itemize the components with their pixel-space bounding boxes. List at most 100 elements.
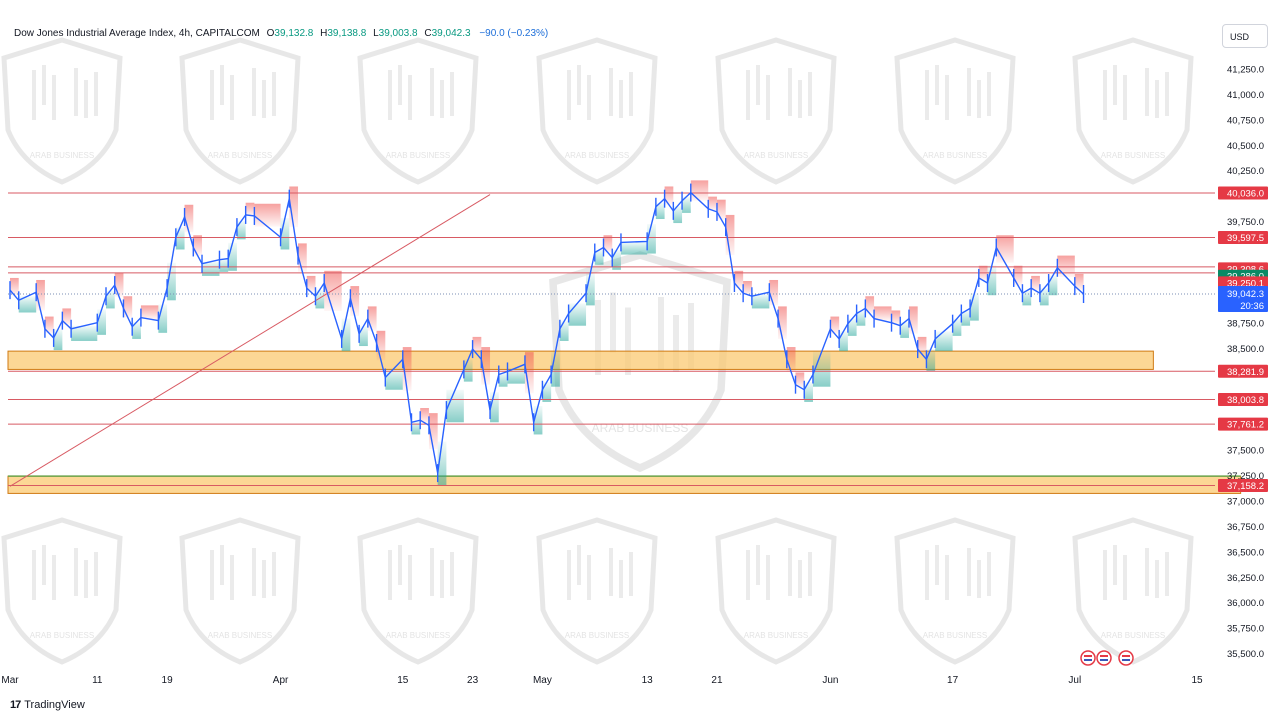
downtrend-band (664, 186, 674, 205)
high-value: 39,138.8 (327, 28, 367, 39)
downtrend-band (603, 235, 613, 253)
uptrend-band (202, 261, 220, 276)
downtrend-band (778, 306, 787, 339)
downtrend-band (743, 280, 752, 295)
last-price-tag (1218, 285, 1268, 312)
candles-glyph (32, 545, 98, 600)
shield-outline (179, 37, 301, 185)
currency-button[interactable]: USD (1222, 24, 1268, 48)
downtrend-band (725, 214, 735, 256)
time-tick-label: 17 (947, 675, 959, 686)
time-tick-label: 23 (467, 675, 479, 686)
uptrend-band (612, 249, 621, 270)
downtrend-band (193, 235, 203, 256)
shield-outline (1, 37, 123, 185)
uptrend-band (935, 331, 953, 352)
uptrend-band (533, 406, 543, 435)
supply-demand-zone (7, 350, 1154, 370)
candles-glyph (1103, 545, 1169, 600)
price-levels-layer (8, 192, 1215, 486)
event-flags[interactable] (1080, 650, 1134, 666)
uptrend-band (507, 367, 525, 384)
downtrend-band (996, 235, 1014, 263)
uptrend-band (71, 325, 98, 341)
shield-outline (536, 37, 658, 185)
level-price-label: 39,250.1 (1227, 278, 1264, 289)
uptrend-band (219, 259, 229, 272)
watermark-text: ARAB BUSINESS (30, 631, 94, 640)
price-axis[interactable]: 41,250.0 41,000.0 40,750.0 40,500.0 40,250.0… (1218, 65, 1268, 660)
uptrend-band (586, 272, 595, 306)
high-label: H (320, 28, 328, 39)
downtrend-band (376, 330, 386, 361)
uptrend-band (673, 205, 683, 224)
level-price-tag (1218, 364, 1268, 378)
time-axis[interactable]: Mar 11 19 Apr 15 23 May 13 21 Jun 17 Jul 15 (1, 675, 1203, 686)
downtrend-band (734, 270, 744, 289)
candles-glyph (210, 65, 276, 120)
uptrend-band (359, 326, 368, 347)
uptrend-band (498, 372, 508, 387)
downtrend-band (769, 279, 779, 306)
shield-outline (1072, 37, 1194, 185)
level-price-label: 37,158.2 (1227, 481, 1264, 492)
brand-text: TradingView (24, 699, 85, 711)
price-tick-label: 38,500.0 (1227, 344, 1264, 355)
uptrend-band (900, 322, 909, 338)
zones-layer (7, 350, 1242, 494)
shield-outline (179, 517, 301, 665)
price-tick-label: 38,750.0 (1227, 319, 1264, 330)
downtrend-band (140, 305, 159, 320)
time-tick-label: 15 (1191, 675, 1203, 686)
shield-outline (357, 37, 479, 185)
flag-stripe (1100, 655, 1108, 657)
level-price-label: 40,036.0 (1227, 188, 1264, 199)
price-tick-label: 37,250.0 (1227, 471, 1264, 482)
price-line (9, 191, 1084, 474)
price-tick-label: 36,000.0 (1227, 598, 1264, 609)
level-price-tag (1218, 478, 1268, 492)
price-tick-label: 37,500.0 (1227, 446, 1264, 457)
downtrend-band (690, 180, 709, 201)
uptrend-band (411, 421, 421, 435)
candles-glyph (388, 65, 454, 120)
low-label: L (373, 28, 379, 39)
uptrend-band (167, 262, 176, 301)
us-flag-event-icon (1096, 650, 1112, 666)
trend-bands-layer (10, 180, 1084, 486)
candles-glyph (925, 545, 991, 600)
level-price-label: 38,281.9 (1227, 367, 1264, 378)
uptrend-band (812, 351, 831, 387)
flag-stripe (1084, 659, 1092, 661)
price-series-layer (9, 183, 1085, 483)
watermark-shield-icon: ARAB BUSINESS (1072, 517, 1194, 665)
shield-outline (894, 37, 1016, 185)
level-price-tag (1218, 186, 1268, 200)
flag-stripe (1084, 655, 1092, 657)
trendline (9, 194, 491, 487)
us-flag-event-icon (1118, 650, 1134, 666)
watermark-text: ARAB BUSINESS (208, 631, 272, 640)
shield-outline (357, 517, 479, 665)
watermark-text: ARAB BUSINESS (923, 151, 987, 160)
uptrend-band (1039, 288, 1049, 306)
flag-stripe (1122, 655, 1130, 657)
watermark-text: ARAB BUSINESS (592, 421, 689, 435)
watermark-text: ARAB BUSINESS (30, 151, 94, 160)
uptrend-band (961, 310, 971, 326)
uptrend-band (18, 296, 37, 313)
watermark-shield-icon: ARAB BUSINESS (536, 37, 658, 185)
watermark-shield-icon: ARAB BUSINESS (715, 37, 837, 185)
downtrend-band (1013, 265, 1023, 286)
level-price-tag (1218, 417, 1268, 431)
price-tick-label: 35,750.0 (1227, 624, 1264, 635)
uptrend-band (341, 318, 351, 352)
level-price-tag (1218, 231, 1268, 245)
open-label: O (266, 28, 275, 39)
flag-stripe (1122, 659, 1130, 661)
tradingview-brand[interactable]: 17 TradingView (10, 699, 85, 711)
watermark-shield-icon: ARAB BUSINESS (357, 37, 479, 185)
open-value: 39,132.8 (274, 28, 314, 39)
uptrend-band (175, 227, 185, 250)
